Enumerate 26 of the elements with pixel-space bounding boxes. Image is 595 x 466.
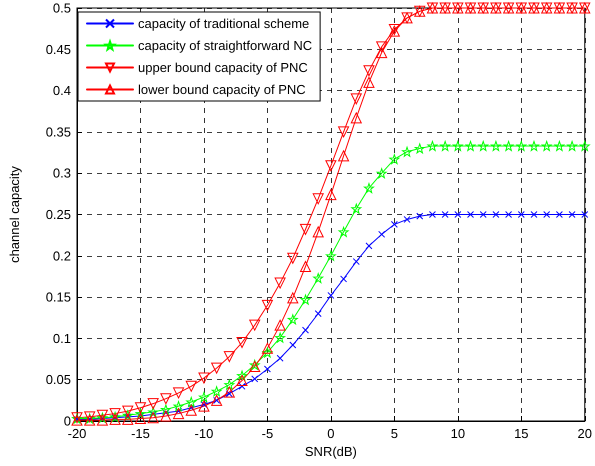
y-axis-title: channel capacity [7, 166, 22, 263]
x-tick-label: -20 [68, 426, 86, 441]
x-tick-label: 5 [390, 426, 398, 441]
x-tick-label: -5 [262, 426, 274, 441]
y-tick-label: 0.2 [52, 248, 71, 264]
y-tick-label: 0.45 [46, 42, 71, 57]
x-tick-label: 20 [578, 426, 592, 441]
x-tick-label: -10 [194, 426, 214, 441]
y-tick-label: 0.35 [46, 124, 71, 140]
x-axis-title: SNR(dB) [304, 444, 357, 459]
y-tick-label: 0.5 [52, 0, 71, 16]
y-tick-label: 0.3 [52, 166, 71, 181]
legend-label: capacity of straightforward NC [138, 38, 312, 53]
legend-label: capacity of traditional scheme [138, 16, 310, 31]
x-tick-label: 10 [450, 426, 466, 441]
y-tick-label: 0.4 [52, 83, 71, 98]
x-tick-label: -15 [131, 426, 150, 441]
x-tick-label: 0 [327, 426, 334, 441]
y-tick-label: 0.25 [46, 207, 71, 222]
y-tick-label: 0.15 [46, 290, 71, 305]
legend-label: lower bound capacity of PNC [138, 82, 306, 97]
x-tick-label: 15 [514, 426, 529, 441]
y-tick-label: 0.05 [46, 372, 71, 388]
legend-label: upper bound capacity of PNC [138, 60, 308, 75]
y-tick-label: 0.1 [52, 330, 71, 346]
y-tick-label: 0 [64, 414, 71, 428]
